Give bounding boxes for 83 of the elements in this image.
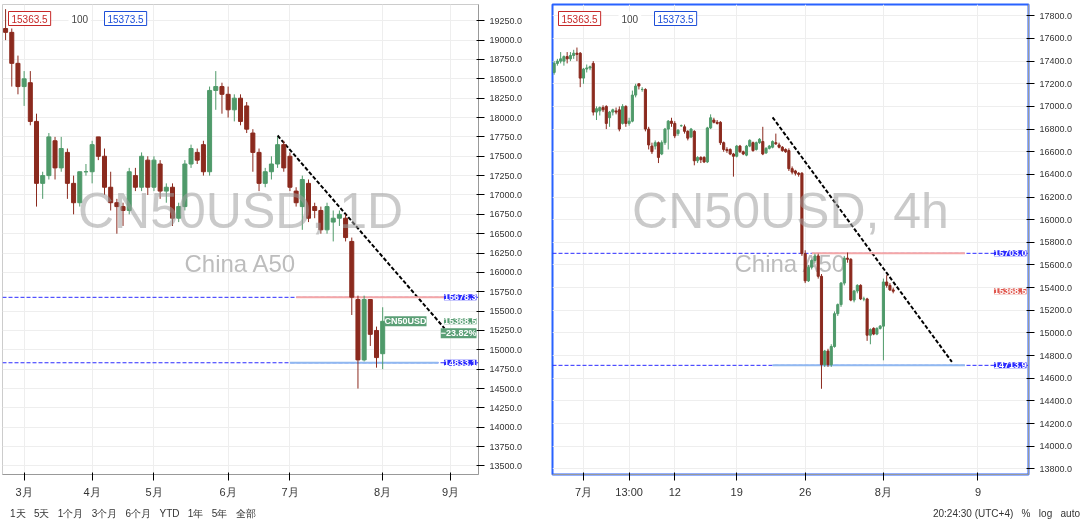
annotation: 100: [621, 13, 639, 25]
y-tick-label: 16000.0: [1039, 214, 1073, 225]
y-tick-label: 13750.0: [489, 441, 523, 452]
y-tick-label: 16400.0: [1039, 169, 1073, 180]
ref-line-label: 15678.3: [443, 292, 477, 303]
y-tick-label: 14000.0: [489, 422, 523, 433]
text: China A50: [184, 249, 296, 277]
x-tick-label: 26: [799, 485, 812, 498]
x-tick-label: 19: [730, 485, 743, 498]
y-tick-label: 16750.0: [489, 209, 523, 220]
y-tick-label: 15250.0: [489, 325, 523, 336]
annotation: CN50USD: [384, 316, 427, 327]
y-tick-label: 16500.0: [489, 228, 523, 239]
candlestick: [562, 54, 566, 67]
y-tick-label: 17400.0: [1039, 56, 1073, 67]
x-tick-label: 5月: [145, 485, 163, 498]
annotation: 15363.5: [561, 13, 599, 25]
y-tick-label: 16200.0: [1039, 192, 1073, 203]
x-tick-label: 12: [668, 485, 681, 498]
annotation: 15368.5: [443, 316, 477, 327]
x-tick-label: 4月: [83, 485, 101, 498]
y-tick-label: 15600.0: [1039, 259, 1073, 270]
y-tick-label: 18750.0: [489, 54, 523, 65]
text: 1天 5天 1个月 3个月 6个月 YTD 1年 5年 全部: [10, 508, 256, 519]
y-tick-label: 17000.0: [1039, 101, 1073, 112]
y-tick-label: 14800.0: [1039, 350, 1073, 361]
ref-line-label: 14833.1: [443, 357, 477, 368]
y-tick-label: 14400.0: [1039, 395, 1073, 406]
y-tick-label: 15800.0: [1039, 237, 1073, 248]
annotation: 15363.5: [11, 13, 49, 25]
annotation: 15373.5: [107, 13, 145, 25]
annotation: −23.82%: [440, 328, 477, 339]
y-tick-label: 13800.0: [1039, 463, 1073, 474]
x-tick-label: 7月: [281, 485, 299, 498]
y-tick-label: 14750.0: [489, 364, 523, 375]
x-tick-label: 9: [974, 485, 982, 498]
y-tick-label: 14000.0: [1039, 441, 1073, 452]
annotation: 100: [71, 13, 89, 25]
ref-line-label: 14713.9: [993, 360, 1027, 371]
candlestick: [231, 93, 237, 122]
candlestick: [718, 120, 722, 146]
candlestick: [21, 70, 27, 107]
y-tick-label: 18500.0: [489, 73, 523, 84]
x-tick-label: 3月: [15, 485, 33, 498]
y-tick-label: 16250.0: [489, 248, 523, 259]
annotation: 15368.5: [993, 286, 1027, 297]
y-tick-label: 17800.0: [1039, 10, 1073, 21]
y-tick-label: 14250.0: [489, 402, 523, 413]
y-tick-label: 15200.0: [1039, 305, 1073, 316]
y-tick-label: 17200.0: [1039, 78, 1073, 89]
x-tick-label: 9月: [442, 485, 460, 498]
y-tick-label: 15000.0: [489, 344, 523, 355]
y-tick-label: 15000.0: [1039, 327, 1073, 338]
y-tick-label: 17000.0: [489, 189, 523, 200]
y-tick-label: 15750.0: [489, 286, 523, 297]
candlestick: [604, 104, 608, 130]
y-tick-label: 17600.0: [1039, 33, 1073, 44]
text: 20:24:30 (UTC+4) % log auto: [932, 508, 1080, 519]
y-tick-label: 17750.0: [489, 131, 523, 142]
candlestick: [58, 136, 64, 173]
x-tick-label: 7月: [574, 485, 593, 498]
y-tick-label: 16600.0: [1039, 146, 1073, 157]
y-tick-label: 14200.0: [1039, 418, 1073, 429]
y-tick-label: 19250.0: [489, 15, 523, 26]
x-tick-label: 8月: [374, 485, 392, 498]
y-tick-label: 19000.0: [489, 35, 523, 46]
y-tick-label: 15500.0: [489, 306, 523, 317]
x-tick-label: 8月: [874, 485, 892, 498]
y-tick-label: 17500.0: [489, 151, 523, 162]
y-tick-label: 17250.0: [489, 170, 523, 181]
ref-line-label: 15703.0: [993, 248, 1027, 259]
y-tick-label: 18250.0: [489, 93, 523, 104]
y-tick-label: 14500.0: [489, 383, 523, 394]
y-tick-label: 15400.0: [1039, 282, 1073, 293]
y-tick-label: 16800.0: [1039, 124, 1073, 135]
y-tick-label: 16000.0: [489, 267, 523, 278]
candlestick: [624, 104, 628, 128]
x-tick-label: 6月: [219, 485, 237, 498]
y-tick-label: 18000.0: [489, 112, 523, 123]
y-tick-label: 14600.0: [1039, 373, 1073, 384]
x-tick-label: 13:00: [615, 485, 643, 498]
annotation: 15373.5: [657, 13, 695, 25]
y-tick-label: 13500.0: [489, 460, 523, 471]
